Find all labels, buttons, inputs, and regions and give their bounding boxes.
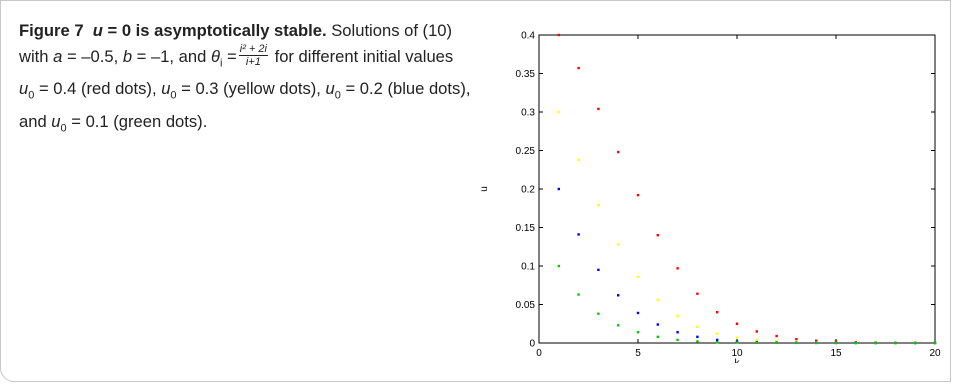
- y-tick-label: 0.15: [516, 223, 536, 234]
- figure-caption: Figure 7 u = 0 is asymptotically stable.…: [19, 18, 471, 141]
- caption-u0-red: = 0.4 (red dots),: [34, 79, 161, 98]
- theta-fraction: i² + 2i i+1: [239, 43, 268, 68]
- data-point-series-4: [637, 331, 639, 333]
- data-point-series-3: [676, 331, 678, 333]
- data-point-series-1: [558, 34, 560, 36]
- data-point-series-1: [577, 67, 579, 69]
- caption-b-value: = –1, and: [137, 47, 211, 66]
- data-point-series-4: [756, 342, 758, 344]
- y-tick-label: 0: [529, 339, 535, 350]
- y-tick-label: 0.4: [521, 31, 535, 42]
- caption-theta: θ: [211, 47, 220, 66]
- data-point-series-3: [637, 312, 639, 314]
- data-point-series-1: [696, 293, 698, 295]
- data-point-series-4: [835, 342, 837, 344]
- y-tick-label: 0.3: [521, 108, 535, 119]
- y-tick-label: 0.1: [521, 262, 535, 273]
- data-point-series-3: [577, 233, 579, 235]
- x-tick-label: 5: [635, 348, 641, 359]
- caption-u0-c: u: [326, 79, 335, 98]
- data-point-series-3: [657, 323, 659, 325]
- caption-equals: =: [227, 47, 237, 66]
- fraction-numerator: i² + 2i: [239, 43, 268, 56]
- data-point-series-2: [736, 336, 738, 338]
- data-point-series-4: [736, 341, 738, 343]
- caption-var-b: b: [123, 47, 132, 66]
- fraction-denominator: i+1: [239, 56, 268, 68]
- data-point-series-1: [657, 234, 659, 236]
- data-point-series-2: [716, 333, 718, 335]
- data-point-series-3: [617, 294, 619, 296]
- data-point-series-2: [696, 326, 698, 328]
- data-point-series-2: [597, 204, 599, 206]
- y-tick-label: 0.2: [521, 185, 535, 196]
- caption-u0-green: = 0.1 (green dots).: [67, 112, 208, 131]
- data-point-series-4: [716, 341, 718, 343]
- y-axis-label: u: [479, 186, 490, 192]
- y-tick-label: 0.25: [516, 146, 536, 157]
- data-point-series-3: [558, 188, 560, 190]
- caption-var-a: a: [53, 47, 62, 66]
- x-tick-label: 0: [536, 348, 542, 359]
- caption-u0-yellow: = 0.3 (yellow dots),: [177, 79, 326, 98]
- data-point-series-1: [775, 335, 777, 337]
- data-point-series-4: [657, 336, 659, 338]
- data-point-series-4: [815, 342, 817, 344]
- scatter-chart: 00.050.10.150.20.250.30.350.405101520ku: [479, 23, 949, 363]
- figure-label: Figure 7: [19, 21, 84, 40]
- plot-frame: [539, 35, 935, 343]
- data-point-series-4: [577, 293, 579, 295]
- data-point-series-4: [914, 342, 916, 344]
- data-point-series-4: [855, 342, 857, 344]
- data-point-series-2: [617, 243, 619, 245]
- data-point-series-1: [676, 267, 678, 269]
- data-point-series-4: [617, 324, 619, 326]
- data-point-series-3: [696, 336, 698, 338]
- y-tick-label: 0.05: [516, 300, 536, 311]
- data-point-series-1: [597, 108, 599, 110]
- data-point-series-4: [874, 342, 876, 344]
- data-point-series-2: [558, 111, 560, 113]
- caption-u0-a: u: [19, 79, 28, 98]
- data-point-series-1: [795, 338, 797, 340]
- x-tick-label: 20: [929, 348, 941, 359]
- data-point-series-4: [676, 339, 678, 341]
- data-point-series-4: [597, 313, 599, 315]
- data-point-series-4: [894, 342, 896, 344]
- data-point-series-3: [716, 339, 718, 341]
- caption-title: u = 0 is asymptotically stable.: [93, 21, 327, 40]
- caption-text-2: for different initial values: [270, 47, 453, 66]
- data-point-series-4: [696, 340, 698, 342]
- data-point-series-4: [775, 342, 777, 344]
- data-point-series-4: [934, 342, 936, 344]
- data-point-series-4: [558, 265, 560, 267]
- data-point-series-4: [795, 342, 797, 344]
- data-point-series-1: [637, 194, 639, 196]
- data-point-series-2: [577, 159, 579, 161]
- caption-a-value: = –0.5,: [67, 47, 123, 66]
- x-tick-label: 15: [830, 348, 842, 359]
- data-point-series-2: [657, 299, 659, 301]
- caption-u0-d: u: [51, 112, 60, 131]
- caption-theta-sub: i: [220, 57, 222, 69]
- data-point-series-2: [676, 315, 678, 317]
- data-point-series-1: [736, 323, 738, 325]
- data-point-series-1: [617, 151, 619, 153]
- data-point-series-2: [756, 339, 758, 341]
- data-point-series-1: [756, 330, 758, 332]
- y-tick-label: 0.35: [516, 69, 536, 80]
- data-point-series-1: [716, 311, 718, 313]
- data-point-series-3: [597, 269, 599, 271]
- data-point-series-2: [637, 276, 639, 278]
